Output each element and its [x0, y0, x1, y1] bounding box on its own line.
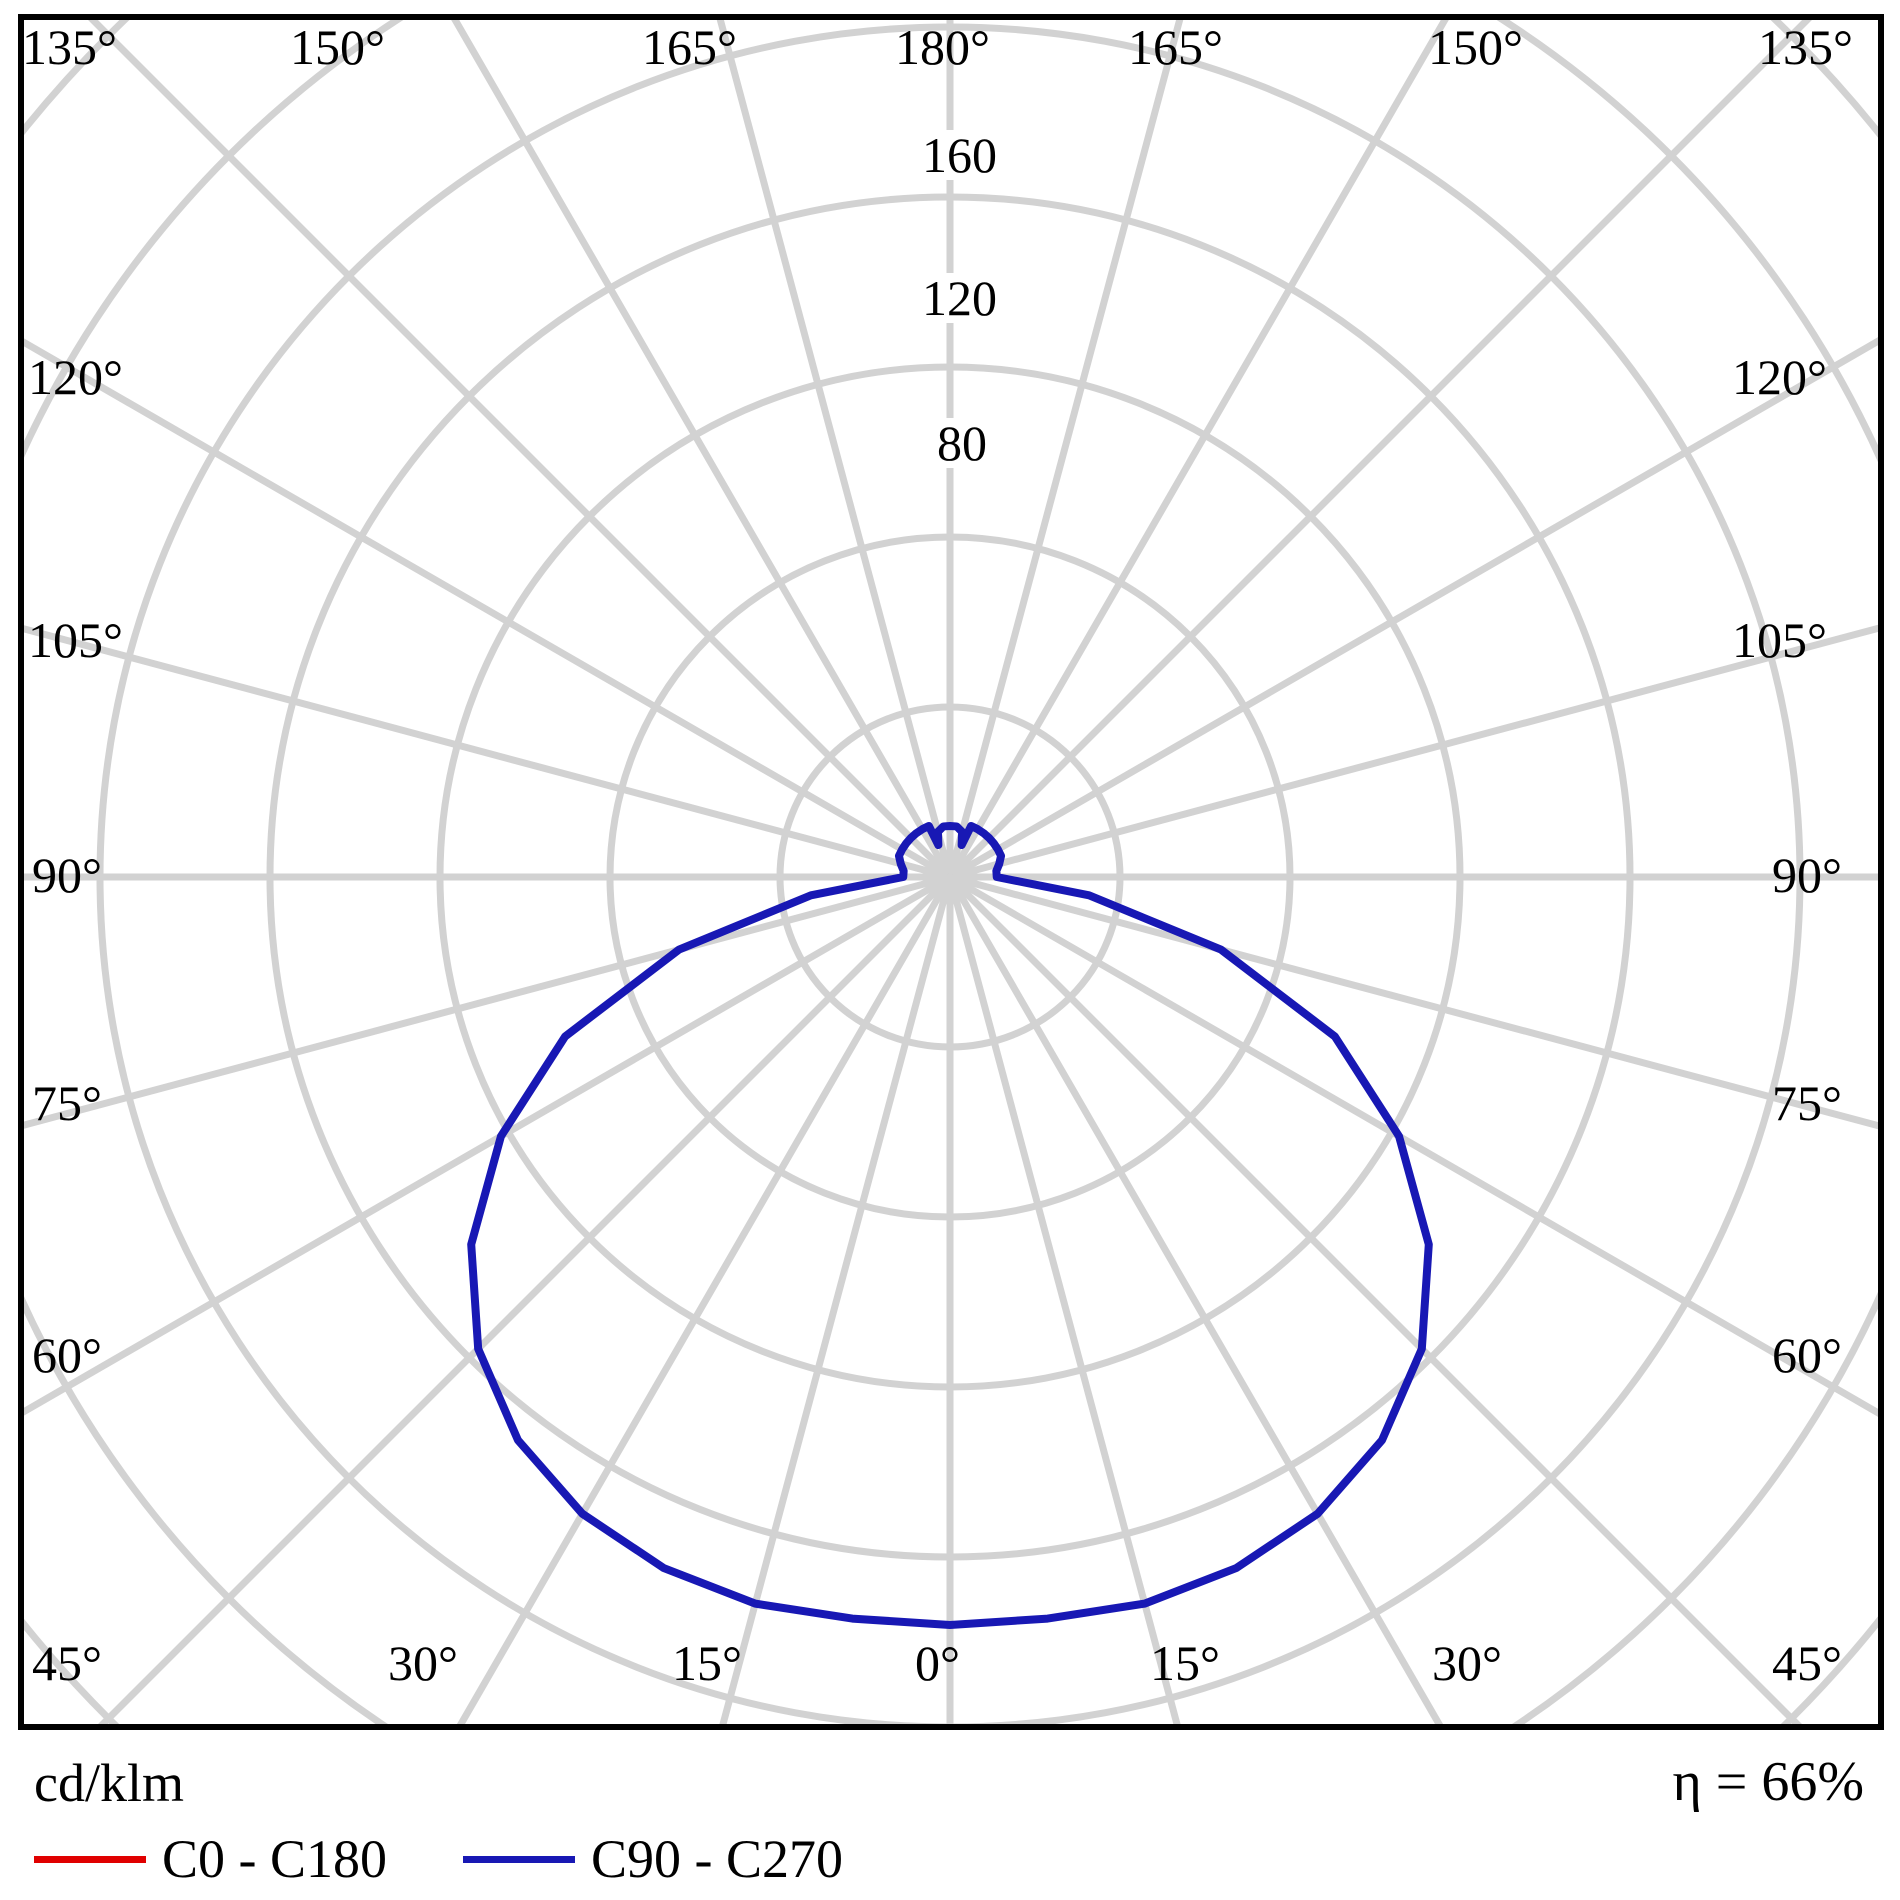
angle-label-left-105: 105° — [28, 612, 123, 668]
legend-item-c90-c270[interactable]: C90 - C270 — [463, 1832, 843, 1886]
angle-label-top-180: 180° — [895, 19, 990, 75]
angle-label-top-150-left: 150° — [290, 19, 385, 75]
angle-label-bottom-15-left: 15° — [672, 1635, 742, 1691]
legend-swatch-c0-c180 — [34, 1855, 146, 1863]
angle-label-top-135-left: 135° — [22, 19, 117, 75]
legend-label-c90-c270: C90 - C270 — [591, 1829, 844, 1889]
angle-label-right-90: 90° — [1772, 847, 1842, 903]
legend-swatch-c90-c270 — [463, 1855, 576, 1863]
angle-label-left-45: 45° — [32, 1635, 102, 1691]
angle-label-left-60: 60° — [32, 1327, 102, 1383]
angle-label-right-75: 75° — [1772, 1075, 1842, 1131]
angle-label-bottom-30-right: 30° — [1432, 1635, 1502, 1691]
radial-tick-80: 80 — [927, 418, 997, 468]
chart-footer: cd/klm η = 66% C0 - C180 C90 - C270 — [0, 1740, 1900, 1900]
angle-label-top-165-left: 165° — [642, 19, 737, 75]
radial-tick-120: 120 — [912, 273, 1007, 323]
angle-label-left-90: 90° — [32, 847, 102, 903]
angle-label-top-150-right: 150° — [1428, 19, 1523, 75]
angle-label-top-165-right: 165° — [1128, 19, 1223, 75]
angle-label-bottom-30-left: 30° — [388, 1635, 458, 1691]
angle-label-right-120: 120° — [1732, 349, 1827, 405]
unit-label: cd/klm — [34, 1753, 184, 1813]
angle-label-top-135-right: 135° — [1758, 19, 1853, 75]
angle-label-left-120: 120° — [28, 349, 123, 405]
angle-label-right-105: 105° — [1732, 612, 1827, 668]
legend-item-c0-c180[interactable]: C0 - C180 — [34, 1832, 387, 1886]
legend: C0 - C180 C90 - C270 — [34, 1832, 919, 1886]
angle-label-right-60: 60° — [1772, 1327, 1842, 1383]
efficiency-label: η = 66% — [1672, 1751, 1864, 1813]
angle-label-bottom-15-right: 15° — [1150, 1635, 1220, 1691]
angle-label-left-75: 75° — [32, 1075, 102, 1131]
legend-label-c0-c180: C0 - C180 — [162, 1829, 388, 1889]
angle-label-right-45: 45° — [1772, 1635, 1842, 1691]
radial-tick-160: 160 — [912, 130, 1007, 180]
angle-label-bottom-0: 0° — [915, 1635, 960, 1691]
